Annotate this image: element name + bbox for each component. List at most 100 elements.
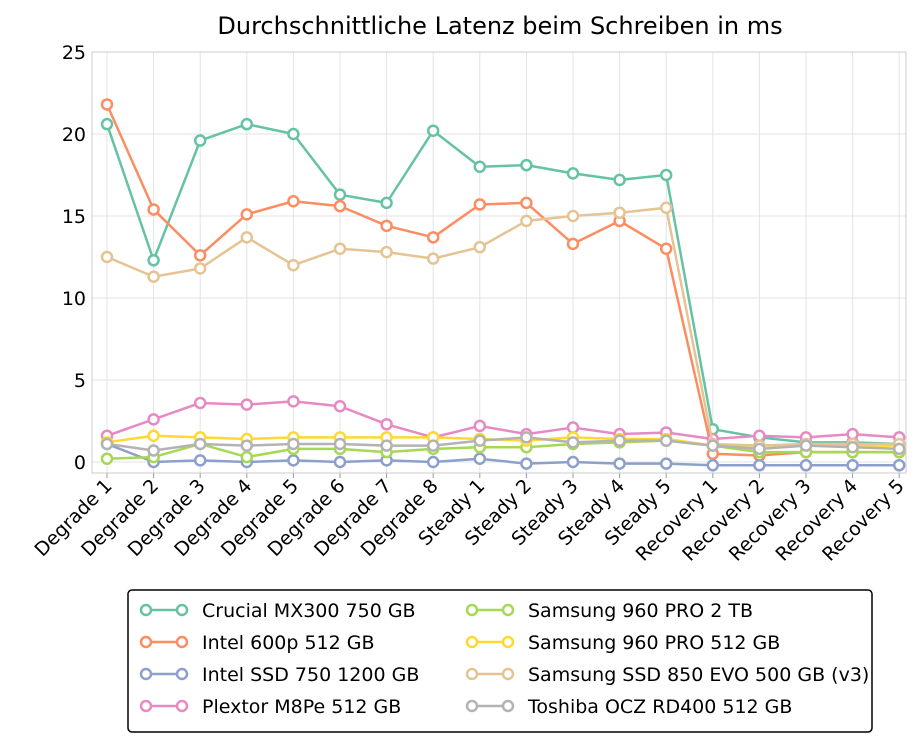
y-tick-label: 0 <box>74 452 86 474</box>
data-point <box>473 240 487 254</box>
legend-swatch-marker <box>465 699 479 713</box>
y-tick-label: 25 <box>62 42 86 64</box>
legend-label: Intel SSD 750 1200 GB <box>202 664 419 686</box>
data-point <box>380 196 393 210</box>
data-point <box>333 455 347 469</box>
data-point <box>892 459 906 472</box>
y-tick-label: 15 <box>62 206 86 228</box>
data-point <box>520 158 533 172</box>
series-line <box>106 439 900 460</box>
data-point <box>566 209 580 223</box>
data-point <box>147 270 160 283</box>
legend-swatch-marker <box>139 699 153 713</box>
data-point <box>473 198 487 211</box>
data-point <box>566 167 580 180</box>
series-line <box>106 206 900 447</box>
legend-label: Intel 600p 512 GB <box>202 632 375 654</box>
series-line <box>106 442 900 467</box>
data-point <box>240 231 254 244</box>
data-point <box>100 437 114 451</box>
data-point <box>193 396 207 410</box>
data-point <box>240 398 254 411</box>
data-point <box>473 452 487 465</box>
data-point <box>659 201 673 215</box>
data-point <box>333 199 347 213</box>
data-point <box>659 242 673 256</box>
legend-swatch-marker <box>175 635 189 649</box>
data-point <box>659 168 673 182</box>
data-point <box>520 214 533 228</box>
data-point <box>520 457 533 470</box>
legend: Crucial MX300 750 GB Intel 600p 512 GB Int… <box>127 589 873 733</box>
data-point <box>240 208 254 221</box>
series-line <box>105 103 900 457</box>
data-point <box>333 399 347 413</box>
legend-swatch-marker <box>139 667 153 681</box>
data-point <box>287 395 300 408</box>
legend-label: Samsung 960 PRO 2 TB <box>528 600 753 622</box>
data-point <box>380 245 393 259</box>
data-point <box>147 254 160 267</box>
data-point <box>287 127 300 141</box>
legend-item: Toshiba OCZ RD400 512 GB <box>465 696 792 718</box>
data-point <box>100 117 114 131</box>
data-point <box>193 249 207 262</box>
data-point <box>426 231 440 244</box>
data-point <box>193 437 207 451</box>
data-point <box>659 457 673 470</box>
data-point <box>287 437 300 451</box>
data-point <box>846 427 859 441</box>
data-point <box>473 434 487 447</box>
data-point <box>240 439 254 452</box>
data-point <box>426 252 440 265</box>
data-point <box>613 457 626 470</box>
data-point <box>147 203 160 216</box>
data-point <box>426 455 440 469</box>
legend-swatch-marker <box>465 667 479 681</box>
data-point <box>100 98 114 111</box>
legend-item: Crucial MX300 750 GB <box>139 600 416 622</box>
data-point <box>473 419 487 433</box>
legend-label: Toshiba OCZ RD400 512 GB <box>527 696 792 718</box>
legend-swatch-marker <box>501 635 515 649</box>
series-3 <box>100 395 906 446</box>
chart-title: Durchschnittliche Latenz beim Schreiben … <box>217 12 782 40</box>
legend-item: Intel SSD 750 1200 GB <box>139 664 419 686</box>
data-point <box>613 206 626 219</box>
data-point <box>333 188 347 201</box>
data-point <box>753 459 766 472</box>
data-point <box>892 442 906 456</box>
data-point <box>240 117 254 131</box>
data-point <box>147 429 160 443</box>
series-line <box>105 122 900 446</box>
plot-frame <box>91 51 907 474</box>
data-point <box>706 459 720 472</box>
data-point <box>846 440 859 454</box>
series-1 <box>100 98 906 462</box>
data-point <box>846 459 859 472</box>
data-point <box>473 160 487 174</box>
legend-box <box>127 589 873 733</box>
data-point <box>659 434 673 447</box>
data-point <box>799 439 813 452</box>
data-point <box>426 124 440 137</box>
legend-swatch-marker <box>139 603 153 617</box>
series-7 <box>100 431 906 457</box>
series-line <box>106 436 900 452</box>
data-point <box>520 431 533 444</box>
legend-swatch-marker <box>501 667 515 681</box>
series-0 <box>100 117 906 451</box>
legend-swatch-marker <box>501 699 515 713</box>
data-point <box>566 421 580 434</box>
legend-swatch-marker <box>465 635 479 649</box>
data-point <box>100 452 114 465</box>
legend-item: Plextor M8Pe 512 GB <box>139 696 401 718</box>
y-tick-label: 10 <box>62 288 86 310</box>
series-line <box>106 400 900 441</box>
data-point <box>426 439 440 452</box>
y-tick-label: 5 <box>74 370 86 392</box>
data-point <box>380 219 393 233</box>
data-point <box>380 439 393 452</box>
